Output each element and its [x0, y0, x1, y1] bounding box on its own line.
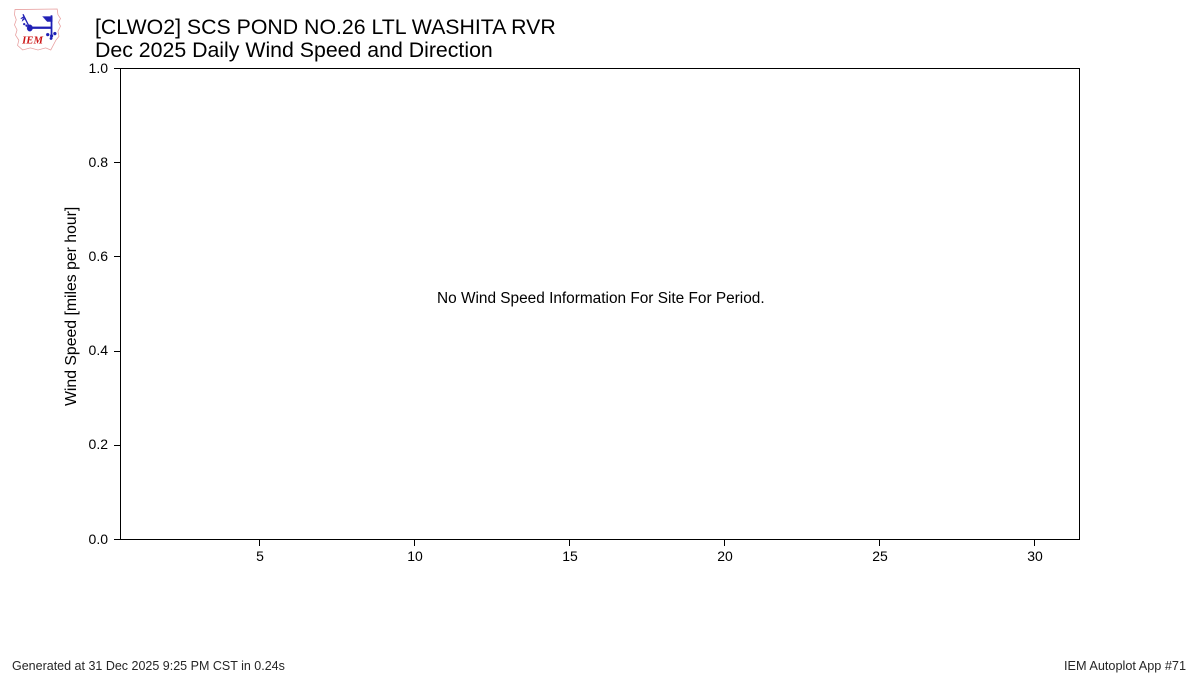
svg-text:IEM: IEM — [21, 34, 43, 46]
